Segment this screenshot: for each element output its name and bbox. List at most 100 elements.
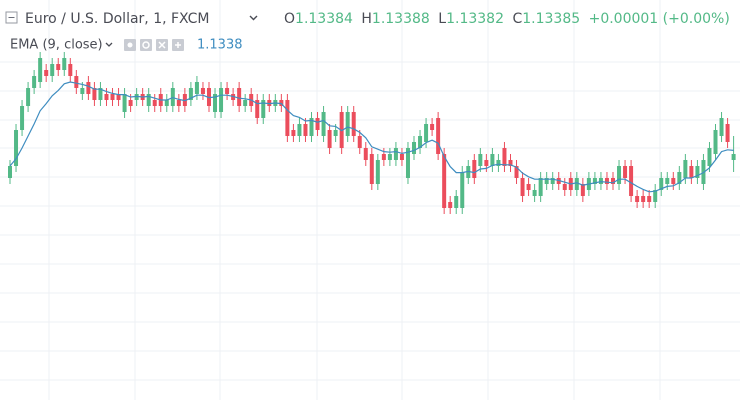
candle-body <box>412 142 417 154</box>
candle-body <box>544 178 549 184</box>
candle-body <box>592 178 597 184</box>
candle-body <box>418 136 423 148</box>
candle-body <box>695 166 700 178</box>
low-label: L <box>438 11 446 27</box>
candle-body <box>92 88 97 100</box>
open-label: O <box>284 11 295 27</box>
candle-body <box>369 154 374 184</box>
candle-body <box>460 172 465 208</box>
candle-body <box>713 130 718 154</box>
candle-body <box>484 160 489 166</box>
candle-body <box>285 100 290 136</box>
candle-body <box>110 94 115 100</box>
candle-body <box>297 124 302 136</box>
candle-body <box>641 196 646 202</box>
candle-body <box>508 160 513 166</box>
candle-body <box>98 88 103 100</box>
candle-body <box>478 154 483 166</box>
candle-body <box>152 100 157 106</box>
candle-body <box>671 178 676 184</box>
candle-body <box>580 184 585 196</box>
high-label: H <box>361 11 372 27</box>
candle-body <box>303 124 308 136</box>
candle-body <box>514 166 519 178</box>
plot <box>8 52 736 214</box>
candle-body <box>496 160 501 166</box>
candle-body <box>659 178 664 190</box>
symbol-title[interactable]: Euro / U.S. Dollar, 1, FXCM <box>25 11 209 27</box>
candle-body <box>14 130 19 166</box>
candle-body <box>122 94 127 112</box>
candle-body <box>333 130 338 136</box>
change-value: +0.00001 (+0.00%) <box>589 11 730 27</box>
candle-body <box>490 154 495 166</box>
candle-body <box>647 196 652 202</box>
candle-body <box>731 154 736 160</box>
high-value: 1.13388 <box>372 11 430 27</box>
candle-body <box>32 76 37 88</box>
legend-header: Euro / U.S. Dollar, 1, FXCM O1.13384 H1.… <box>5 11 730 53</box>
candle-body <box>574 178 579 190</box>
candle-body <box>164 100 169 106</box>
candle-body <box>629 166 634 196</box>
candle-body <box>532 190 537 196</box>
candle-body <box>725 124 730 142</box>
candle-body <box>683 160 688 178</box>
indicator-settings-icon[interactable] <box>140 39 152 51</box>
candle-body <box>538 178 543 196</box>
open-value: 1.13384 <box>295 11 353 27</box>
ohlc-values: O1.13384 H1.13388 L1.13382 C1.13385 +0.0… <box>284 11 730 27</box>
candle-body <box>50 64 55 76</box>
candle-body <box>430 124 435 130</box>
close-label: C <box>512 11 522 27</box>
low-value: 1.13382 <box>446 11 504 27</box>
candle-body <box>56 64 61 70</box>
candle-body <box>550 178 555 184</box>
candle-body <box>44 70 49 76</box>
candle-body <box>68 64 73 76</box>
candle-body <box>38 58 43 82</box>
candle-body <box>188 88 193 100</box>
candle-body <box>677 172 682 184</box>
candle-body <box>393 148 398 160</box>
candle-body <box>502 148 507 166</box>
candle-body <box>26 88 31 106</box>
candle-body <box>291 130 296 136</box>
indicator-chevron[interactable] <box>105 42 113 47</box>
candle-body <box>405 148 410 178</box>
candle-body <box>74 76 79 88</box>
candle-body <box>454 196 459 208</box>
candle-body <box>357 136 362 148</box>
symbol-chevron[interactable] <box>249 15 258 21</box>
candle-body <box>399 154 404 160</box>
candle-body <box>375 160 380 184</box>
candle-body <box>562 184 567 190</box>
candle-body <box>665 178 670 184</box>
candle-body <box>719 118 724 136</box>
candle-body <box>213 94 218 112</box>
candle-body <box>617 166 622 184</box>
candle-body <box>623 166 628 178</box>
candle-body <box>225 88 230 94</box>
candle-body <box>321 112 326 136</box>
candle-body <box>261 100 266 118</box>
close-value: 1.13385 <box>522 11 580 27</box>
candle-body <box>86 82 91 94</box>
icon-detail <box>175 42 181 48</box>
candle-body <box>327 130 332 148</box>
candle-body <box>707 148 712 166</box>
candle-body <box>436 118 441 154</box>
candle-body <box>243 100 248 106</box>
candle-body <box>309 118 314 136</box>
candle-body <box>237 88 242 106</box>
icon-detail <box>158 41 166 49</box>
candle-body <box>448 202 453 208</box>
candle-body <box>387 154 392 160</box>
candle-body <box>345 112 350 136</box>
candle-body <box>520 178 525 196</box>
indicator-name[interactable]: EMA (9, close) <box>10 38 103 53</box>
candle-body <box>146 94 151 106</box>
candle-body <box>424 124 429 142</box>
indicator-value: 1.1338 <box>197 38 243 53</box>
candle-body <box>526 184 531 190</box>
